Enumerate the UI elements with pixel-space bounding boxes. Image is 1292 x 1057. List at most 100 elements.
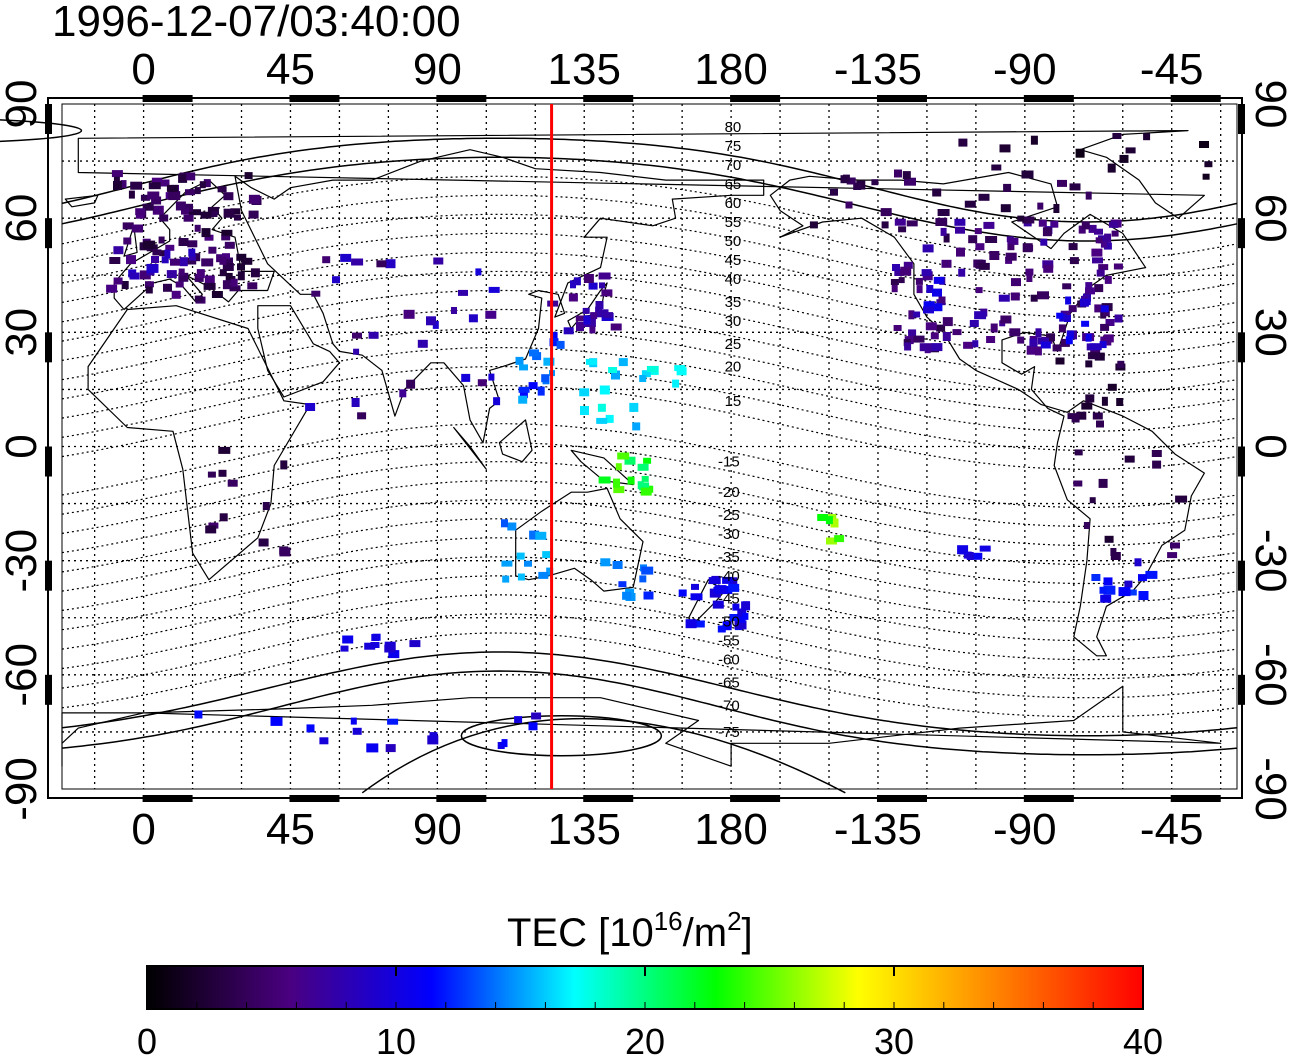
tec-point [903,261,913,269]
tec-point [529,349,539,357]
tec-point [1042,227,1052,237]
tec-point [178,173,188,183]
tec-point [113,176,120,184]
tec-point [904,342,912,351]
tec-point [729,614,740,621]
tec-point [352,332,362,339]
longitude-label-top: 180 [694,45,767,94]
tec-point [189,209,201,216]
tec-point [516,552,525,560]
tec-point [161,256,169,264]
tec-point [227,479,238,487]
tec-point [608,367,618,373]
right-border-bar [1238,218,1245,249]
tec-point [351,258,364,266]
tec-point [501,739,508,748]
tec-point [535,531,547,540]
tec-point [913,311,921,318]
top-border-bar [1023,95,1074,102]
contour-labels: 80 75 70 65 60 55 50 45 40 35 30 25 20 15 -15 -20 -25 -30… [718,119,741,741]
tec-point [1167,552,1178,559]
tec-point [921,269,932,277]
tec-point [1074,449,1083,456]
tec-point [894,269,904,276]
tec-point [1021,170,1034,179]
tec-point [629,402,639,412]
tec-point [556,340,565,349]
tec-point [1038,219,1047,227]
longitude-label-top: -135 [834,45,922,94]
longitude-label-top: -45 [1140,45,1204,94]
tec-point [501,560,513,567]
tec-point [1105,319,1115,326]
tec-point [632,422,641,431]
tec-point [130,181,143,190]
tec-point [1089,497,1096,504]
tec-point [712,600,724,609]
tec-point [573,277,581,286]
tec-point [596,417,608,424]
tec-point [595,306,603,315]
tec-point [497,742,505,749]
contour-line [61,347,1238,432]
tec-point [998,294,1010,302]
right-border-bar [1238,104,1245,134]
tec-point [1138,591,1149,600]
tec-point [1204,161,1213,168]
tec-point [585,358,597,365]
tec-point [1068,305,1077,313]
latitude-label-right: 0 [1246,434,1292,458]
tec-point [1095,237,1103,244]
tec-point [159,250,168,257]
tec-point [1040,341,1051,349]
tec-point [178,268,185,276]
contour-label: -75 [718,724,740,741]
tec-point [207,471,216,478]
tec-point [722,621,732,631]
tec-point [964,200,976,208]
tec-point [894,169,902,178]
tec-point [477,379,487,387]
tec-point [488,286,500,293]
tec-point [529,530,540,540]
tec-point [181,207,189,215]
tec-point [196,269,205,279]
tec-point [973,552,983,560]
tec-point [1094,284,1104,293]
tec-point [742,612,749,620]
tec-point [120,180,127,189]
tec-point [1119,154,1129,163]
tec-point [598,476,611,484]
tec-point [201,228,211,238]
tec-point [618,358,628,367]
tec-point [1113,263,1123,270]
tec-point [122,222,134,230]
tec-point [168,191,181,201]
contour-line [61,270,1238,356]
tec-point [113,246,124,255]
colorbar-title-unit: /m [683,911,727,955]
tec-point [262,502,270,510]
colorbar-tick-label: 0 [137,1021,157,1057]
longitude-label-bottom: -45 [1140,805,1204,854]
tec-point [128,190,135,199]
tec-point [915,277,923,285]
tec-point [1037,337,1049,345]
tec-point [501,519,508,528]
latitude-label-left: 0 [0,434,46,458]
tec-point [898,277,905,284]
tec-point [204,234,214,241]
longitude-label-top: -90 [993,45,1057,94]
tec-point [979,545,991,552]
tec-point [1143,133,1151,141]
tec-point [145,286,153,294]
tec-point [194,710,203,719]
tec-point [399,389,407,398]
tec-point [515,356,524,365]
tec-point [222,263,234,271]
latitude-label-left: 60 [0,194,46,243]
bottom-border-bar [436,795,487,802]
tec-point [109,257,121,264]
right-border-bar [1238,332,1245,363]
contour-label: 60 [725,195,742,212]
